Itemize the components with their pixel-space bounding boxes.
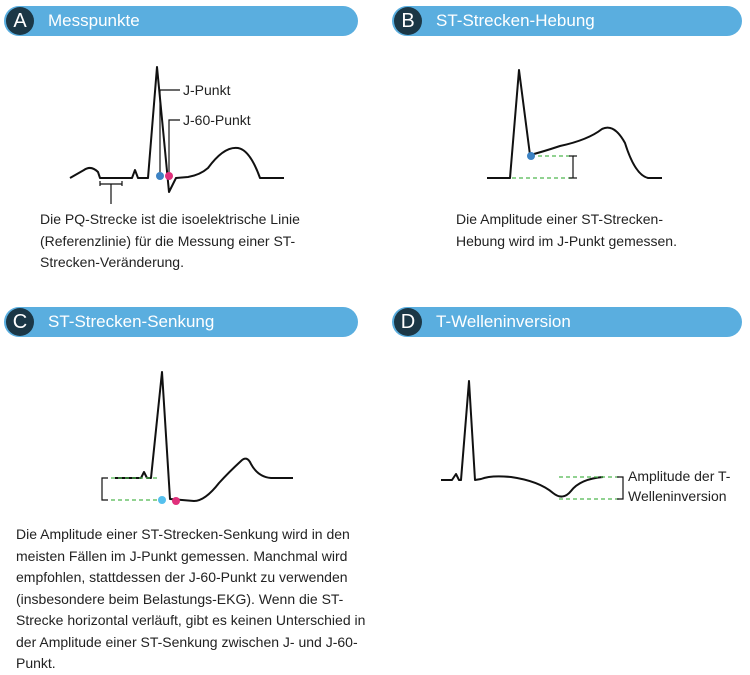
panel-a-badge: A <box>6 7 34 35</box>
panel-d-header: D T-Welleninversion <box>392 307 742 337</box>
panel-a-header: A Messpunkte <box>4 6 358 36</box>
panel-b-header: B ST-Strecken-Hebung <box>392 6 742 36</box>
j-point-marker-c <box>158 496 166 504</box>
j-point-marker <box>156 172 164 180</box>
j60-point-marker <box>165 172 173 180</box>
t-wave-amplitude-label: Amplitude der T-Welleninversion <box>628 468 731 504</box>
panel-a-title: Messpunkte <box>48 11 140 30</box>
j-point-marker-b <box>527 152 535 160</box>
panel-c-header: C ST-Strecken-Senkung <box>4 307 358 337</box>
j-point-label: J-Punkt <box>183 82 231 98</box>
panel-d-title: T-Welleninversion <box>436 312 571 331</box>
ecg-waveform-a <box>69 66 284 204</box>
j60-point-marker-c <box>172 497 180 505</box>
panel-c-title: ST-Strecken-Senkung <box>48 312 215 331</box>
panel-b-caption: Die Amplitude einer ST-Strecken-Hebung w… <box>456 211 677 249</box>
panel-c-badge: C <box>6 308 34 336</box>
panel-b-title: ST-Strecken-Hebung <box>436 11 595 30</box>
j60-point-label: J-60-Punkt <box>183 112 251 128</box>
ecg-waveform-b <box>487 69 662 179</box>
panel-c-caption: Die Amplitude einer ST-Strecken-Senkung … <box>16 526 366 671</box>
ecg-waveform-d <box>441 380 624 500</box>
panel-b-badge: B <box>394 7 422 35</box>
panel-a-caption: Die PQ-Strecke ist die isoelektrische Li… <box>40 211 300 270</box>
ecg-waveform-c <box>101 371 293 505</box>
panel-d-badge: D <box>394 308 422 336</box>
